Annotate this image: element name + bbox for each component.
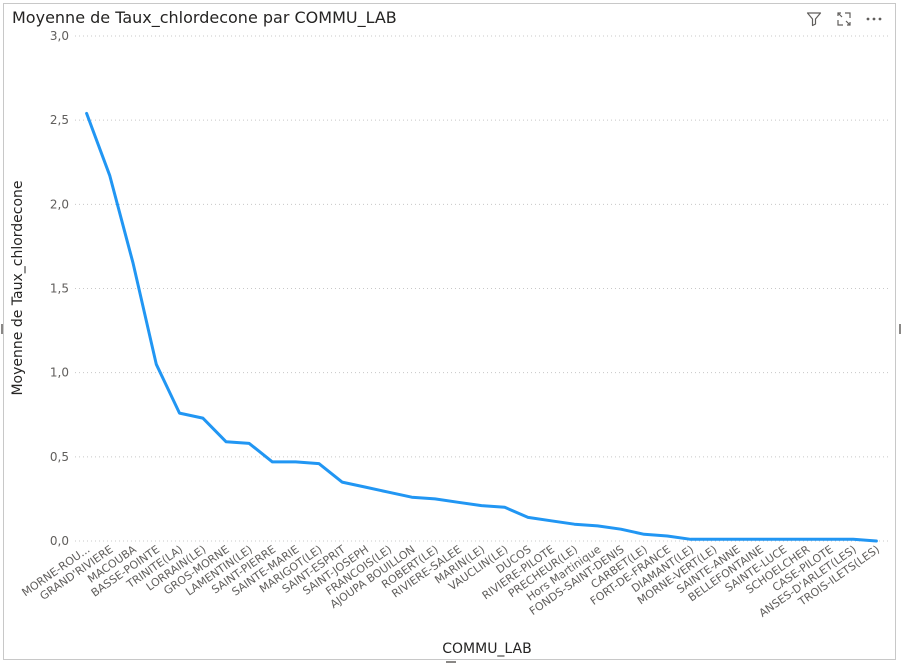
- resize-handle-left[interactable]: [1, 324, 3, 334]
- x-axis-title: COMMU_LAB: [442, 641, 532, 657]
- data-point[interactable]: [221, 437, 231, 447]
- data-point[interactable]: [384, 487, 394, 497]
- data-point[interactable]: [267, 457, 277, 467]
- data-point[interactable]: [569, 519, 579, 529]
- data-point[interactable]: [198, 413, 208, 423]
- y-tick-label: 2,5: [50, 113, 69, 127]
- data-point[interactable]: [709, 534, 719, 544]
- data-point[interactable]: [82, 108, 92, 118]
- data-point[interactable]: [360, 482, 370, 492]
- data-point[interactable]: [639, 529, 649, 539]
- data-point[interactable]: [430, 494, 440, 504]
- data-point[interactable]: [686, 534, 696, 544]
- visual-toolbar: [805, 10, 883, 28]
- y-tick-label: 1,0: [50, 366, 69, 380]
- chart-title: Moyenne de Taux_chlordecone par COMMU_LA…: [12, 8, 397, 27]
- data-point[interactable]: [453, 497, 463, 507]
- data-point[interactable]: [128, 258, 138, 268]
- y-tick-label: 0,5: [50, 450, 69, 464]
- data-point[interactable]: [848, 534, 858, 544]
- resize-handle-right[interactable]: [899, 324, 901, 334]
- data-point[interactable]: [337, 477, 347, 487]
- data-point[interactable]: [175, 408, 185, 418]
- data-point[interactable]: [778, 534, 788, 544]
- y-axis-title: Moyenne de Taux_chlordecone: [10, 180, 26, 395]
- series-line: [85, 111, 878, 543]
- data-point[interactable]: [314, 459, 324, 469]
- data-point[interactable]: [593, 521, 603, 531]
- y-tick-label: 1,5: [50, 282, 69, 296]
- data-point[interactable]: [523, 512, 533, 522]
- data-point[interactable]: [244, 438, 254, 448]
- data-point[interactable]: [616, 524, 626, 534]
- data-point[interactable]: [407, 492, 417, 502]
- data-point[interactable]: [546, 516, 556, 526]
- data-point[interactable]: [871, 536, 881, 546]
- data-point[interactable]: [755, 534, 765, 544]
- chart-visual: Moyenne de Taux_chlordecone par COMMU_LA…: [3, 3, 896, 660]
- data-point[interactable]: [662, 531, 672, 541]
- data-point[interactable]: [825, 534, 835, 544]
- y-tick-label: 2,0: [50, 197, 69, 211]
- data-point[interactable]: [732, 534, 742, 544]
- data-point[interactable]: [802, 534, 812, 544]
- y-tick-label: 0,0: [50, 534, 69, 548]
- data-point[interactable]: [105, 171, 115, 181]
- focus-mode-icon[interactable]: [835, 10, 853, 28]
- more-options-icon[interactable]: [865, 10, 883, 28]
- y-tick-label: 3,0: [50, 29, 69, 43]
- data-point[interactable]: [151, 359, 161, 369]
- filter-icon[interactable]: [805, 10, 823, 28]
- data-point[interactable]: [291, 457, 301, 467]
- data-point[interactable]: [500, 502, 510, 512]
- data-point[interactable]: [477, 501, 487, 511]
- resize-handle-bottom[interactable]: [446, 661, 456, 663]
